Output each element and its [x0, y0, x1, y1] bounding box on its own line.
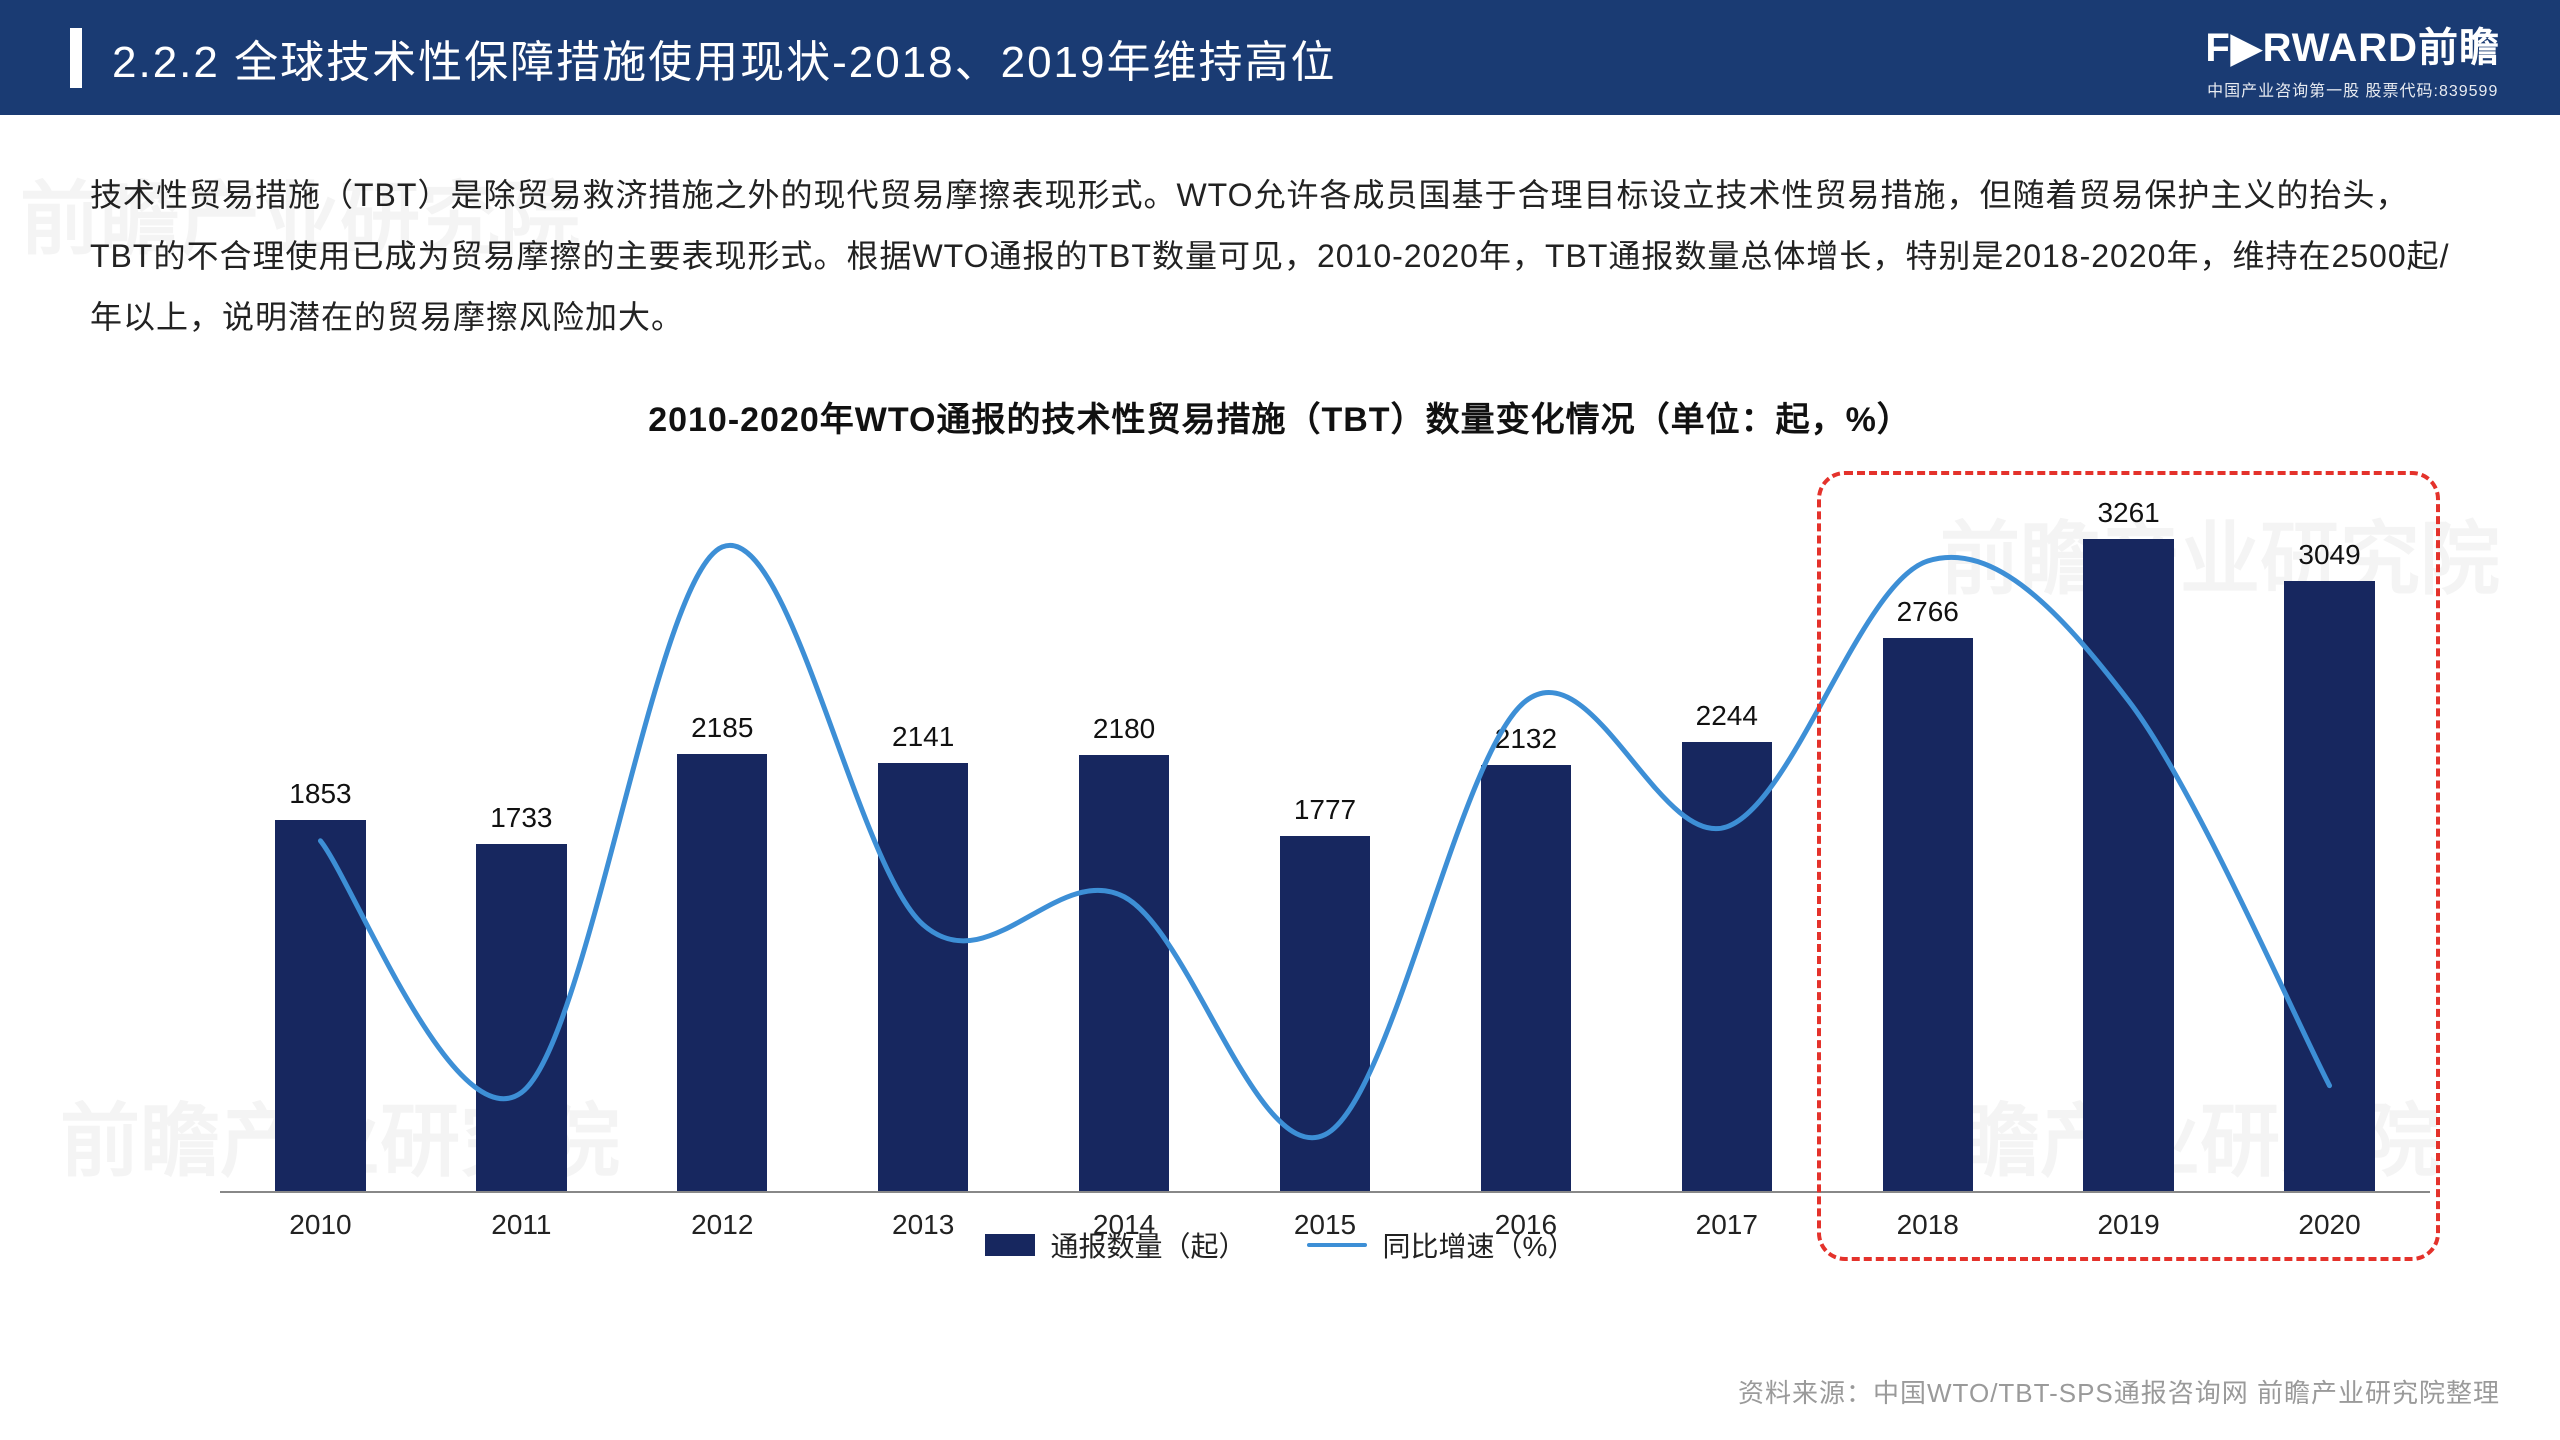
legend-item-line: 同比增速（%）: [1307, 1225, 1576, 1265]
header-accent: [70, 28, 82, 88]
legend-item-bar: 通报数量（起）: [985, 1225, 1247, 1265]
legend-label-bar: 通报数量（起）: [1051, 1225, 1247, 1265]
header-bar: 2.2.2 全球技术性保障措施使用现状-2018、2019年维持高位 F▶RWA…: [0, 0, 2560, 115]
legend-label-line: 同比增速（%）: [1383, 1225, 1576, 1265]
page-title: 2.2.2 全球技术性保障措施使用现状-2018、2019年维持高位: [112, 26, 2205, 90]
slide-body: 前瞻产业研究院 前瞻产业研究院 前瞻产业研究院 前瞻产业研究院 技术性贸易措施（…: [0, 115, 2560, 1373]
slide: 2.2.2 全球技术性保障措施使用现状-2018、2019年维持高位 F▶RWA…: [0, 0, 2560, 1440]
plot-region: 1853201017332011218520122141201321802014…: [220, 491, 2430, 1193]
source-attribution: 资料来源：中国WTO/TBT-SPS通报咨询网 前瞻产业研究院整理: [0, 1373, 2560, 1440]
brand-logo-main: F▶RWARD前瞻: [2205, 15, 2500, 73]
legend-swatch-line: [1307, 1243, 1367, 1247]
chart-area: 1853201017332011218520122141201321802014…: [90, 471, 2470, 1343]
chart-legend: 通报数量（起） 同比增速（%）: [90, 1225, 2470, 1265]
brand-logo-sub: 中国产业咨询第一股 股票代码:839599: [2205, 77, 2500, 101]
legend-swatch-bar: [985, 1234, 1035, 1256]
description-paragraph: 技术性贸易措施（TBT）是除贸易救济措施之外的现代贸易摩擦表现形式。WTO允许各…: [90, 165, 2470, 347]
highlight-box: [1817, 471, 2440, 1261]
brand-logo: F▶RWARD前瞻 中国产业咨询第一股 股票代码:839599: [2205, 15, 2500, 101]
chart-title: 2010-2020年WTO通报的技术性贸易措施（TBT）数量变化情况（单位：起，…: [90, 392, 2470, 441]
